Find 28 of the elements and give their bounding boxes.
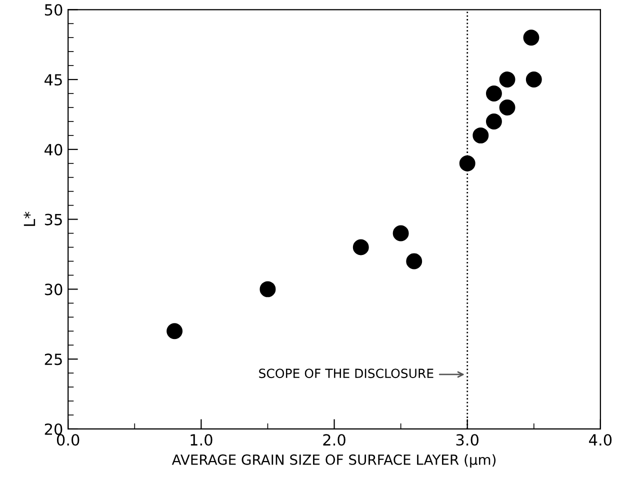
y-axis-title: L* [24, 212, 36, 226]
ref-line-label: SCOPE OF THE DISCLOSURE [259, 368, 434, 378]
point [486, 113, 502, 130]
point [472, 127, 489, 144]
point [486, 86, 502, 102]
x-axis-title: AVERAGE GRAIN SIZE OF SURFACE LAYER (μm) [172, 454, 496, 468]
y-tick-label: 25 [44, 354, 62, 366]
y-tick-label: 35 [44, 214, 62, 226]
point [260, 281, 276, 298]
y-tick-label: 50 [44, 4, 62, 16]
y-tick-label: 45 [44, 74, 62, 86]
y-tick-label: 30 [44, 284, 62, 296]
point [406, 253, 422, 270]
x-tick-label: 1.0 [190, 434, 212, 446]
point [523, 30, 540, 46]
y-tick-label: 40 [44, 144, 62, 156]
point [526, 72, 542, 88]
x-tick-label: 4.0 [589, 434, 612, 446]
x-tick-label: 0.0 [56, 434, 80, 446]
point [392, 225, 409, 242]
x-tick-label: 2.0 [323, 434, 346, 446]
point [499, 72, 516, 88]
x-tick-label: 3.0 [456, 434, 478, 446]
point [166, 323, 183, 340]
point [352, 239, 369, 256]
point [459, 155, 476, 172]
y-tick-label: 20 [44, 423, 62, 435]
point [499, 100, 516, 116]
